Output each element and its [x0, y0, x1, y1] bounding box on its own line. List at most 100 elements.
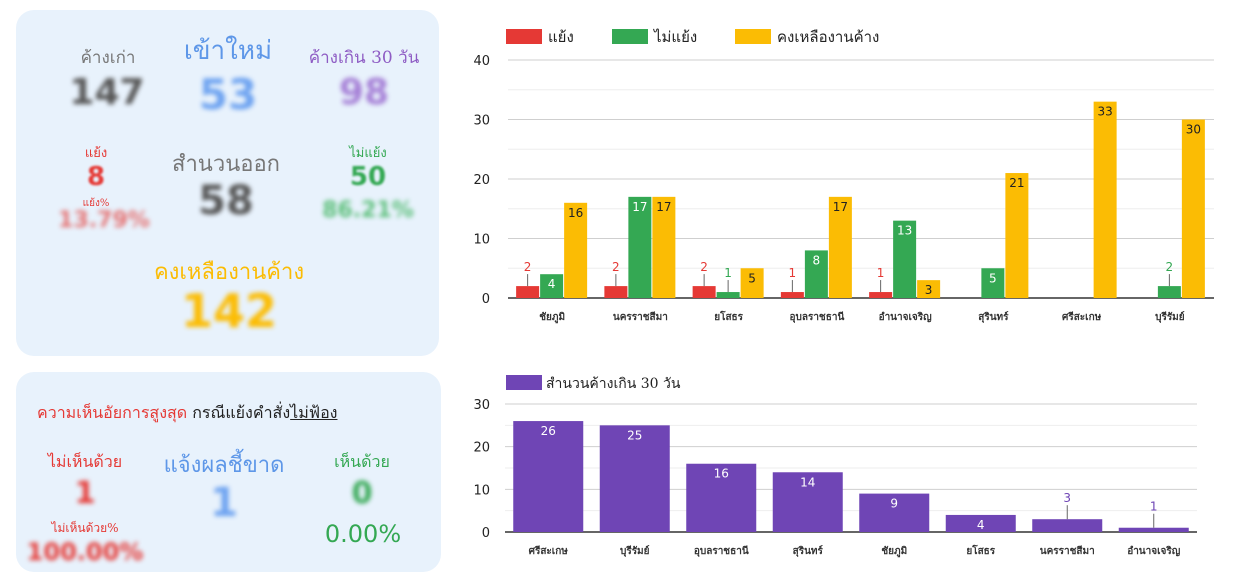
- data-label: 26: [541, 424, 556, 438]
- over30-label: ค้างเกิน 30 วัน: [308, 48, 420, 68]
- files-out-label: สำนวนออก: [172, 152, 280, 177]
- files-out-value: 58: [198, 178, 254, 224]
- data-label: 17: [833, 200, 848, 214]
- data-label: 9: [890, 497, 898, 511]
- chart-status-by-province: 0 10 20 30 40 แย้ง ไม่แย้ง คงเหลืองานค้าง 2 4 16 ชั…: [473, 28, 1214, 324]
- opinion-title: ความเห็นอัยการสูงสุด กรณีแย้งคำสั่งไม่ฟ้…: [37, 401, 337, 426]
- data-label: 25: [627, 428, 642, 442]
- y-tick-label: 20: [473, 441, 490, 456]
- bar-1-cat-0: [540, 274, 564, 298]
- y-tick-label: 0: [482, 526, 490, 541]
- bar-2-cat-4: [917, 280, 941, 298]
- x-tick-label: นครราชสีมา: [613, 311, 668, 323]
- disagree-pct-label: ไม่เห็นด้วย%: [51, 521, 119, 535]
- x-tick-label: ยโสธร: [714, 310, 743, 323]
- data-label: 1: [877, 266, 885, 280]
- data-label: 16: [714, 467, 729, 481]
- legend-label: สำนวนค้างเกิน 30 วัน: [546, 376, 681, 392]
- bar-2-cat-6: [1093, 101, 1117, 299]
- bar-cat-5: [945, 514, 1016, 532]
- chart-over30-by-province: 0 10 20 30 สำนวนค้างเกิน 30 วัน 26 ศรีสะเกษ 25 บ…: [473, 375, 1197, 558]
- x-tick-label: บุรีรัมย์: [620, 545, 650, 557]
- opinion-title-rest: กรณีแย้งคำสั่ง: [187, 403, 291, 422]
- x-tick-label: ยโสธร: [966, 544, 995, 557]
- x-tick-label: บุรีรัมย์: [1155, 311, 1185, 323]
- data-label: 1: [789, 266, 797, 280]
- y-tick-label: 30: [473, 398, 490, 413]
- bar-1-cat-2: [716, 292, 740, 298]
- bar-0-cat-4: [869, 292, 893, 298]
- data-label: 5: [989, 271, 997, 285]
- x-tick-label: ชัยภูมิ: [881, 545, 907, 558]
- legend-swatch: [506, 375, 542, 390]
- data-label: 5: [748, 271, 756, 285]
- bar-2-cat-7: [1181, 119, 1205, 298]
- bar-0-cat-1: [604, 286, 628, 298]
- oppose-label: แย้ง: [84, 146, 108, 161]
- x-tick-label: สุรินทร์: [793, 545, 824, 557]
- bar-cat-0: [513, 421, 584, 532]
- data-label: 2: [524, 260, 532, 274]
- x-tick-label: ศรีสะเกษ: [529, 545, 569, 557]
- x-tick-label: อำนาจเจริญ: [879, 311, 933, 323]
- x-tick-label: นครราชสีมา: [1040, 545, 1095, 557]
- y-tick-label: 20: [473, 173, 490, 188]
- bar-cat-3: [772, 472, 843, 532]
- legend-swatch-1: [612, 29, 648, 44]
- y-tick-label: 0: [482, 292, 490, 307]
- bar-1-cat-4: [893, 220, 917, 298]
- data-label: 2: [1166, 260, 1174, 274]
- bar-cat-2: [686, 463, 757, 532]
- y-tick-label: 30: [473, 114, 490, 129]
- final-label: แจ้งผลชี้ขาด: [163, 453, 285, 478]
- legend-label-0: แย้ง: [548, 28, 574, 46]
- new-in-value: 53: [198, 70, 258, 119]
- x-tick-label: ชัยภูมิ: [539, 311, 565, 324]
- data-label: 8: [813, 253, 821, 267]
- opinion-title-underline: ไม่ฟ้อง: [290, 403, 338, 422]
- data-label: 17: [656, 200, 671, 214]
- bar-2-cat-2: [740, 268, 764, 298]
- data-label: 17: [632, 200, 647, 214]
- disagree-pct: 100.00%: [26, 538, 144, 566]
- bar-1-cat-3: [804, 250, 828, 298]
- legend-label-1: ไม่แย้ง: [653, 28, 697, 46]
- oppose-pct-label: แย้ง%: [82, 198, 110, 209]
- legend-swatch-0: [506, 29, 542, 44]
- data-label: 1: [724, 266, 732, 280]
- old-pending-label: ค้างเก่า: [80, 48, 136, 68]
- final-value: 1: [210, 480, 238, 526]
- x-tick-label: สุรินทร์: [978, 311, 1009, 323]
- agree-value: 0: [351, 476, 373, 511]
- legend-swatch-2: [735, 29, 771, 44]
- bar-0-cat-2: [692, 286, 716, 298]
- agree-label: เห็นด้วย: [334, 452, 390, 471]
- data-label: 3: [925, 283, 933, 297]
- data-label: 3: [1063, 491, 1071, 505]
- data-label: 33: [1097, 105, 1112, 119]
- oppose-pct: 13.79%: [58, 208, 150, 233]
- summary-panel: [16, 10, 439, 356]
- bar-2-cat-5: [1005, 173, 1029, 298]
- legend-label-2: คงเหลืองานค้าง: [777, 28, 879, 46]
- data-label: 2: [612, 260, 620, 274]
- bar-2-cat-3: [828, 196, 852, 298]
- no-oppose-value: 50: [349, 162, 387, 192]
- bar-cat-7: [1118, 527, 1189, 532]
- x-tick-label: อำนาจเจริญ: [1127, 545, 1181, 557]
- bar-2-cat-0: [564, 202, 588, 298]
- x-tick-label: อุบลราชธานี: [789, 311, 844, 323]
- data-label: 4: [548, 277, 556, 291]
- data-label: 21: [1009, 176, 1024, 190]
- bar-cat-6: [1032, 519, 1103, 532]
- bar-1-cat-1: [628, 196, 652, 298]
- y-tick-label: 40: [473, 54, 490, 69]
- no-oppose-pct: 86.21%: [322, 198, 414, 223]
- x-tick-label: อุบลราชธานี: [694, 545, 749, 557]
- bar-cat-1: [599, 425, 670, 532]
- agree-pct: 0.00%: [324, 520, 402, 548]
- no-oppose-label: ไม่แย้ง: [349, 146, 387, 161]
- bar-cat-4: [859, 493, 930, 532]
- bar-0-cat-0: [516, 286, 540, 298]
- x-tick-label: ศรีสะเกษ: [1062, 311, 1102, 323]
